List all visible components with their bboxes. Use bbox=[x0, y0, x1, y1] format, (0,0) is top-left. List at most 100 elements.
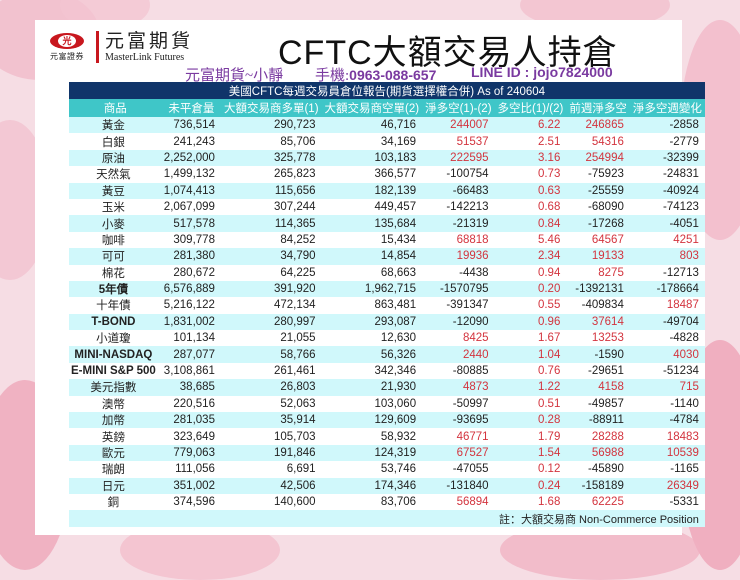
large-long: 58,766 bbox=[220, 346, 322, 363]
large-long: 325,778 bbox=[220, 149, 322, 167]
table-row: 5年債 6,576,889 391,920 1,962,715 -1570795 0.20… bbox=[69, 280, 705, 298]
commodity-name: 小麥 bbox=[69, 215, 162, 232]
net-change: -51234 bbox=[629, 362, 705, 380]
large-short: 366,577 bbox=[321, 166, 423, 183]
net-change: -4784 bbox=[629, 412, 705, 429]
large-long: 52,063 bbox=[220, 395, 322, 413]
open-interest: 241,243 bbox=[161, 133, 221, 150]
large-short: 56,326 bbox=[321, 346, 423, 363]
open-interest: 1,074,413 bbox=[161, 182, 221, 199]
large-short: 449,457 bbox=[321, 198, 423, 216]
table-row: 原油 2,252,000 325,778 103,183 222595 3.16 25499… bbox=[69, 149, 705, 167]
large-long: 472,134 bbox=[220, 297, 322, 314]
long-short-ratio: 6.22 bbox=[494, 117, 567, 134]
commodity-name: 十年債 bbox=[69, 297, 162, 314]
table-row: 小道瓊 101,134 21,055 12,630 8425 1.67 13253 -4828 bbox=[69, 330, 705, 347]
long-short-ratio: 0.96 bbox=[494, 313, 567, 331]
net-change: 10539 bbox=[629, 444, 705, 462]
net-position: 51537 bbox=[422, 133, 495, 150]
table-row: 日元 351,002 42,506 174,346 -131840 0.24 -158189… bbox=[69, 477, 705, 494]
long-short-ratio: 1.54 bbox=[494, 444, 567, 462]
long-short-ratio: 0.84 bbox=[494, 215, 567, 232]
long-short-ratio: 1.68 bbox=[494, 493, 567, 511]
large-short: 293,087 bbox=[321, 313, 423, 331]
net-change: -32399 bbox=[629, 149, 705, 167]
commodity-name: 英鎊 bbox=[69, 428, 162, 445]
large-long: 115,656 bbox=[220, 182, 322, 199]
net-position: -1570795 bbox=[422, 280, 495, 298]
net-change: 4251 bbox=[629, 231, 705, 249]
commodity-name: 歐元 bbox=[69, 444, 162, 462]
col-header: 商品 bbox=[69, 99, 162, 117]
prev-net: -409834 bbox=[566, 297, 630, 314]
prev-net: -1590 bbox=[566, 346, 630, 363]
large-short: 342,346 bbox=[321, 362, 423, 380]
open-interest: 309,778 bbox=[161, 231, 221, 249]
page-title: CFTC大額交易人持倉 bbox=[278, 34, 618, 72]
large-long: 84,252 bbox=[220, 231, 322, 249]
col-header: 大額交易商多單(1) bbox=[220, 99, 322, 117]
large-long: 140,600 bbox=[220, 493, 322, 511]
long-short-ratio: 1.79 bbox=[494, 428, 567, 445]
large-long: 64,225 bbox=[220, 264, 322, 281]
open-interest: 779,063 bbox=[161, 444, 221, 462]
large-long: 261,461 bbox=[220, 362, 322, 380]
net-change: -40924 bbox=[629, 182, 705, 199]
commodity-name: 美元指數 bbox=[69, 379, 162, 396]
large-short: 174,346 bbox=[321, 477, 423, 494]
logo-divider bbox=[96, 31, 99, 63]
large-long: 26,803 bbox=[220, 379, 322, 396]
long-short-ratio: 1.22 bbox=[494, 379, 567, 396]
table-row: 美元指數 38,685 26,803 21,930 4873 1.22 4158 715 bbox=[69, 379, 705, 396]
open-interest: 2,252,000 bbox=[161, 149, 221, 167]
commodity-name: 瑞朗 bbox=[69, 461, 162, 478]
open-interest: 1,831,002 bbox=[161, 313, 221, 331]
net-change: 4030 bbox=[629, 346, 705, 363]
net-position: -131840 bbox=[422, 477, 495, 494]
large-short: 15,434 bbox=[321, 231, 423, 249]
table-row: 黃金 736,514 290,723 46,716 244007 6.22 246865 -2… bbox=[69, 117, 705, 134]
table-row: 瑞朗 111,056 6,691 53,746 -47055 0.12 -45890 -116… bbox=[69, 461, 705, 478]
table-row: 玉米 2,067,099 307,244 449,457 -142213 0.68 -680… bbox=[69, 198, 705, 216]
long-short-ratio: 0.12 bbox=[494, 461, 567, 478]
net-position: -391347 bbox=[422, 297, 495, 314]
contact-line-id: LINE ID : jojo7824000 bbox=[471, 64, 613, 80]
prev-net: 28288 bbox=[566, 428, 630, 445]
cftc-positions-table: 美國CFTC每週交易員倉位報告(期貨選擇權合併) As of 240604 商品… bbox=[69, 82, 705, 528]
commodity-name: T-BOND bbox=[69, 313, 162, 331]
table-row: 天然氣 1,499,132 265,823 366,577 -100754 0.73 -75… bbox=[69, 166, 705, 183]
large-short: 58,932 bbox=[321, 428, 423, 445]
net-position: 2440 bbox=[422, 346, 495, 363]
table-row: T-BOND 1,831,002 280,997 293,087 -12090 0.96 3… bbox=[69, 313, 705, 331]
long-short-ratio: 5.46 bbox=[494, 231, 567, 249]
prev-net: 37614 bbox=[566, 313, 630, 331]
masterlink-logo: 光 元富證券 元富期貨 MasterLink Futures bbox=[42, 28, 193, 66]
prev-net: -68090 bbox=[566, 198, 630, 216]
net-position: 4873 bbox=[422, 379, 495, 396]
col-header: 前週淨多空 bbox=[566, 99, 630, 117]
open-interest: 5,216,122 bbox=[161, 297, 221, 314]
brand-en: MasterLink Futures bbox=[105, 52, 185, 63]
net-position: -12090 bbox=[422, 313, 495, 331]
open-interest: 38,685 bbox=[161, 379, 221, 396]
net-change: -2858 bbox=[629, 117, 705, 134]
open-interest: 3,108,861 bbox=[161, 362, 221, 380]
net-position: -100754 bbox=[422, 166, 495, 183]
open-interest: 111,056 bbox=[161, 461, 221, 478]
net-position: 222595 bbox=[422, 149, 495, 167]
open-interest: 2,067,099 bbox=[161, 198, 221, 216]
net-change: 18483 bbox=[629, 428, 705, 445]
large-long: 6,691 bbox=[220, 461, 322, 478]
large-short: 12,630 bbox=[321, 330, 423, 347]
prev-net: 62225 bbox=[566, 493, 630, 511]
large-long: 114,365 bbox=[220, 215, 322, 232]
large-short: 14,854 bbox=[321, 248, 423, 265]
open-interest: 280,672 bbox=[161, 264, 221, 281]
table-row: 咖啡 309,778 84,252 15,434 68818 5.46 64567 4251 bbox=[69, 231, 705, 249]
col-header: 大額交易商空單(2) bbox=[321, 99, 423, 117]
net-position: 8425 bbox=[422, 330, 495, 347]
long-short-ratio: 1.67 bbox=[494, 330, 567, 347]
commodity-name: 小道瓊 bbox=[69, 330, 162, 347]
large-short: 68,663 bbox=[321, 264, 423, 281]
net-position: -47055 bbox=[422, 461, 495, 478]
